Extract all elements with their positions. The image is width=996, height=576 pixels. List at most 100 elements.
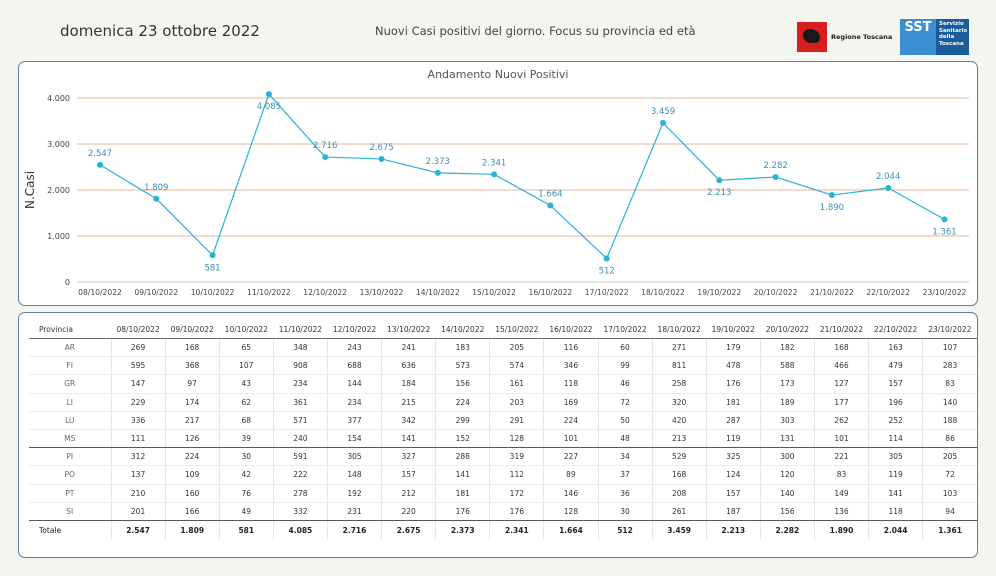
value-cell: 168 (813, 338, 869, 358)
value-cell: 140 (759, 484, 815, 503)
value-cell: 103 (922, 484, 977, 503)
value-cell: 89 (543, 465, 598, 485)
value-cell: 161 (489, 374, 544, 394)
cases-table: Provincia 08/10/2022 09/10/2022 10/10/2022 1… (29, 320, 977, 540)
value-cell: 192 (326, 484, 382, 503)
value-cell: 37 (597, 465, 653, 485)
data-point (265, 91, 272, 98)
value-cell: 320 (651, 393, 707, 412)
value-cell: 278 (272, 484, 328, 503)
data-label: 2.373 (426, 157, 450, 167)
value-cell: 127 (813, 374, 869, 394)
value-cell: 42 (218, 465, 274, 485)
value-cell: 215 (381, 393, 436, 412)
value-cell: 291 (489, 411, 544, 430)
table-row: LU 336 217 68 571 377 342 299 291 224 50 420 287 303 2… (29, 411, 977, 430)
value-cell: 107 (218, 356, 274, 376)
value-cell: 168 (651, 465, 707, 485)
value-cell: 269 (110, 338, 166, 358)
column-header-date: 17/10/2022 (598, 320, 653, 339)
data-point (491, 171, 498, 178)
series-line (99, 92, 945, 260)
value-cell: 30 (218, 447, 274, 467)
column-header-date: 21/10/2022 (814, 320, 869, 339)
data-point (378, 155, 385, 162)
y-tick-label: 3.000 (47, 140, 70, 149)
data-label: 2.547 (88, 149, 112, 159)
x-tick-label: 19/10/2022 (697, 288, 741, 297)
data-label: 2.675 (369, 143, 393, 153)
data-point (828, 192, 835, 199)
value-cell: 299 (435, 411, 490, 430)
value-cell: 36 (597, 484, 653, 503)
chart-title: Andamento Nuovi Positivi (428, 68, 569, 81)
y-tick-label: 0 (65, 278, 70, 287)
value-cell: 688 (326, 356, 382, 376)
value-cell: 137 (110, 465, 166, 485)
value-cell: 348 (272, 338, 328, 358)
column-header-date: 15/10/2022 (489, 320, 544, 339)
value-cell: 68 (218, 411, 274, 430)
report-date: domenica 23 ottobre 2022 (60, 22, 260, 40)
value-cell: 283 (922, 356, 977, 376)
value-cell: 595 (110, 356, 166, 376)
column-header-provincia: Provincia (29, 320, 112, 339)
value-cell: 83 (922, 374, 977, 394)
value-cell: 332 (272, 502, 328, 521)
table-row: FI 595 368 107 908 688 636 573 574 346 99 811 478 588… (29, 356, 977, 376)
value-cell: 243 (326, 338, 382, 358)
province-cell: SI (29, 502, 112, 521)
data-point (322, 154, 329, 161)
value-cell: 176 (435, 502, 490, 521)
value-cell: 30 (597, 502, 653, 521)
sst-name: Servizio Sanitario della Toscana (936, 19, 969, 55)
value-cell: 48 (597, 429, 653, 449)
column-header-date: 13/10/2022 (381, 320, 436, 339)
value-cell: 908 (272, 356, 328, 376)
value-cell: 213 (651, 429, 707, 449)
y-tick-label: 1.000 (47, 232, 70, 241)
value-cell: 2.547 (110, 519, 166, 540)
data-label: 2.282 (763, 161, 787, 171)
value-cell: 466 (813, 356, 869, 376)
value-cell: 174 (164, 393, 220, 412)
value-cell: 188 (922, 411, 977, 430)
value-cell: 222 (272, 465, 328, 485)
value-cell: 241 (381, 338, 436, 358)
report-subtitle: Nuovi Casi positivi del giorno. Focus su… (375, 24, 696, 38)
x-tick-label: 15/10/2022 (472, 288, 516, 297)
data-label: 1.890 (820, 203, 844, 213)
column-header-date: 20/10/2022 (760, 320, 815, 339)
sst-logo: SST Servizio Sanitario della Toscana (900, 19, 969, 55)
value-cell: 156 (435, 374, 490, 394)
x-tick-label: 17/10/2022 (585, 288, 629, 297)
value-cell: 72 (922, 465, 977, 485)
value-cell: 148 (326, 465, 382, 485)
province-cell: PT (29, 484, 112, 503)
value-cell: 205 (489, 338, 544, 358)
column-header-date: 11/10/2022 (273, 320, 328, 339)
value-cell: 1.664 (543, 519, 598, 540)
x-tick-label: 18/10/2022 (641, 288, 685, 297)
value-cell: 131 (759, 429, 815, 449)
value-cell: 336 (110, 411, 166, 430)
regione-toscana-logo: Regione Toscana (797, 22, 892, 52)
value-cell: 573 (435, 356, 490, 376)
province-cell: LI (29, 393, 112, 412)
data-label: 1.664 (538, 189, 562, 199)
data-label: 3.459 (651, 107, 675, 117)
value-cell: 152 (435, 429, 490, 449)
value-cell: 203 (489, 393, 544, 412)
value-cell: 377 (326, 411, 382, 430)
value-cell: 62 (218, 393, 274, 412)
value-cell: 111 (110, 429, 166, 449)
x-tick-label: 14/10/2022 (416, 288, 460, 297)
value-cell: 141 (868, 484, 923, 503)
value-cell: 1.890 (813, 519, 869, 540)
value-cell: 3.459 (651, 519, 707, 540)
value-cell: 184 (381, 374, 436, 394)
value-cell: 157 (381, 465, 436, 485)
value-cell: 112 (489, 465, 544, 485)
value-cell: 94 (922, 502, 977, 521)
province-cell: FI (29, 356, 112, 376)
